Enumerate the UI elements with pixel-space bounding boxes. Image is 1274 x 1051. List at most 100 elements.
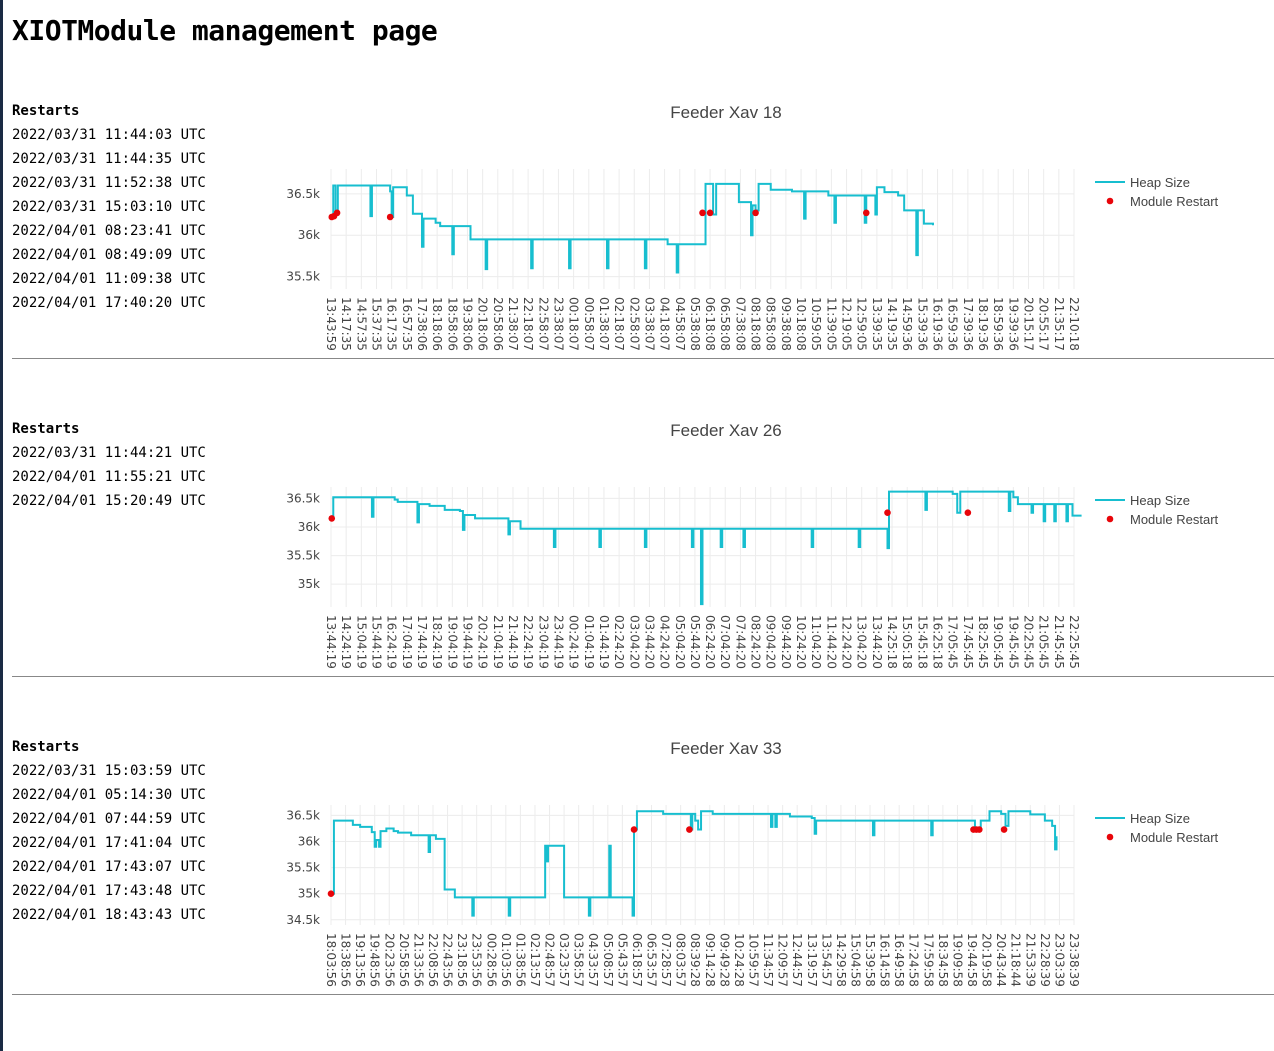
x-tick-label: 05:38:08 xyxy=(688,297,702,351)
x-tick-label: 18:25:45 xyxy=(976,615,990,669)
heap-chart-1[interactable]: Feeder Xav 26 13:44:19 14:24:19 15:04:19 15:… xyxy=(242,394,1274,694)
section-divider xyxy=(12,994,1274,995)
x-tick-label: 23:44:19 xyxy=(551,615,565,669)
x-tick-label: 07:44:20 xyxy=(733,615,747,669)
x-tick-label: 18:19:36 xyxy=(976,297,990,351)
x-tick-label: 20:19:58 xyxy=(980,933,994,987)
x-tick-label: 10:24:28 xyxy=(732,933,746,987)
x-tick-label: 06:53:57 xyxy=(645,933,659,987)
x-tick-label: 19:44:58 xyxy=(965,933,979,987)
x-tick-label: 23:04:19 xyxy=(536,615,550,669)
x-tick-label: 17:59:58 xyxy=(921,933,935,987)
module-restart-marker xyxy=(976,826,983,833)
x-tick-label: 06:24:20 xyxy=(703,615,717,669)
x-tick-label: 19:48:56 xyxy=(368,933,382,987)
module-restart-marker xyxy=(706,209,714,217)
module-restart-marker xyxy=(386,213,394,221)
x-tick-label: 01:38:07 xyxy=(597,297,611,351)
restart-entry: 2022/03/31 11:44:35 UTC xyxy=(12,151,206,167)
x-tick-label: 18:38:56 xyxy=(339,933,353,987)
chart-title: Feeder Xav 26 xyxy=(670,421,782,440)
x-tick-label: 17:24:58 xyxy=(907,933,921,987)
y-tick-label: 36.5k xyxy=(286,808,320,822)
x-tick-label: 07:04:20 xyxy=(718,615,732,669)
restarts-heading: Restarts xyxy=(12,739,80,755)
x-tick-label: 08:24:20 xyxy=(749,615,763,669)
x-tick-label: 21:44:19 xyxy=(506,615,520,669)
x-tick-label: 08:39:28 xyxy=(688,933,702,987)
y-tick-label: 36k xyxy=(298,835,320,849)
x-tick-label: 19:44:19 xyxy=(460,615,474,669)
x-tick-label: 20:43:44 xyxy=(994,933,1008,987)
x-tick-label: 01:04:19 xyxy=(582,615,596,669)
restart-entry: 2022/04/01 08:23:41 UTC xyxy=(12,223,206,239)
restarts-heading: Restarts xyxy=(12,103,80,119)
x-tick-label: 17:04:19 xyxy=(400,615,414,669)
x-tick-label: 17:45:45 xyxy=(961,615,975,669)
x-tick-label: 18:34:58 xyxy=(936,933,950,987)
x-tick-label: 12:24:20 xyxy=(840,615,854,669)
x-tick-label: 22:25:45 xyxy=(1067,615,1081,669)
x-tick-label: 19:04:19 xyxy=(445,615,459,669)
x-tick-label: 14:29:58 xyxy=(834,933,848,987)
heap-chart-2[interactable]: Feeder Xav 33 18:03:56 18:38:56 19:13:56 19:… xyxy=(242,712,1274,1012)
x-tick-label: 01:38:56 xyxy=(513,933,527,987)
x-tick-label: 18:03:56 xyxy=(324,933,338,987)
x-tick-label: 02:13:57 xyxy=(528,933,542,987)
x-tick-label: 13:44:20 xyxy=(870,615,884,669)
restart-entry: 2022/03/31 15:03:10 UTC xyxy=(12,199,206,215)
module-section-2: Restarts 2022/03/31 15:03:59 UTC 2022/04/… xyxy=(12,712,1274,1030)
x-tick-label: 19:05:45 xyxy=(991,615,1005,669)
restarts-heading: Restarts xyxy=(12,421,80,437)
x-tick-label: 15:44:19 xyxy=(369,615,383,669)
x-tick-label: 11:44:20 xyxy=(824,615,838,669)
legend-heap-label: Heap Size xyxy=(1130,811,1190,826)
heap-size-line xyxy=(331,810,1058,917)
x-tick-label: 20:55:17 xyxy=(1037,297,1051,351)
page-title: XIOTModule management page xyxy=(12,14,438,47)
module-restart-marker xyxy=(1000,826,1008,833)
x-tick-label: 04:24:20 xyxy=(658,615,672,669)
x-tick-label: 13:43:59 xyxy=(324,297,338,351)
x-tick-label: 13:44:19 xyxy=(324,615,338,669)
x-tick-label: 03:04:20 xyxy=(627,615,641,669)
y-tick-label: 35.5k xyxy=(286,549,320,563)
heap-chart-0[interactable]: Feeder Xav 18 13:43:59 14:17:35 14:57:35 15:… xyxy=(242,76,1274,376)
x-tick-label: 02:24:20 xyxy=(612,615,626,669)
module-restart-marker xyxy=(862,209,870,217)
chart-title: Feeder Xav 33 xyxy=(670,739,782,758)
x-tick-label: 17:05:45 xyxy=(946,615,960,669)
x-tick-label: 03:58:57 xyxy=(572,933,586,987)
legend-restart-label: Module Restart xyxy=(1130,830,1219,845)
x-tick-label: 09:44:20 xyxy=(779,615,793,669)
x-tick-label: 13:54:57 xyxy=(819,933,833,987)
heap-size-line xyxy=(331,490,1082,606)
y-tick-label: 36.5k xyxy=(286,491,320,505)
restart-entry: 2022/04/01 17:40:20 UTC xyxy=(12,295,206,311)
module-restart-marker xyxy=(752,209,759,217)
restart-entry: 2022/03/31 15:03:59 UTC xyxy=(12,763,206,779)
x-tick-label: 19:39:36 xyxy=(1006,297,1020,351)
x-tick-label: 05:04:20 xyxy=(673,615,687,669)
x-tick-label: 10:59:05 xyxy=(809,297,823,351)
x-tick-label: 12:59:05 xyxy=(855,297,869,351)
x-tick-label: 23:53:56 xyxy=(470,933,484,987)
x-tick-label: 17:39:36 xyxy=(961,297,975,351)
x-tick-label: 08:03:57 xyxy=(674,933,688,987)
y-tick-label: 35k xyxy=(298,577,320,591)
x-tick-label: 21:45:45 xyxy=(1052,615,1066,669)
restart-entry: 2022/03/31 11:44:03 UTC xyxy=(12,127,206,143)
module-restart-marker xyxy=(699,209,706,217)
x-tick-label: 15:37:35 xyxy=(369,297,383,351)
x-tick-label: 16:59:36 xyxy=(946,297,960,351)
x-tick-label: 15:39:58 xyxy=(863,933,877,987)
x-tick-label: 21:35:17 xyxy=(1052,297,1066,351)
x-tick-label: 08:58:08 xyxy=(764,297,778,351)
x-tick-label: 16:19:36 xyxy=(931,297,945,351)
module-restart-marker xyxy=(327,890,335,897)
module-section-1: Restarts 2022/03/31 11:44:21 UTC 2022/04/… xyxy=(12,394,1274,712)
x-tick-label: 00:58:07 xyxy=(582,297,596,351)
x-tick-label: 15:39:36 xyxy=(915,297,929,351)
